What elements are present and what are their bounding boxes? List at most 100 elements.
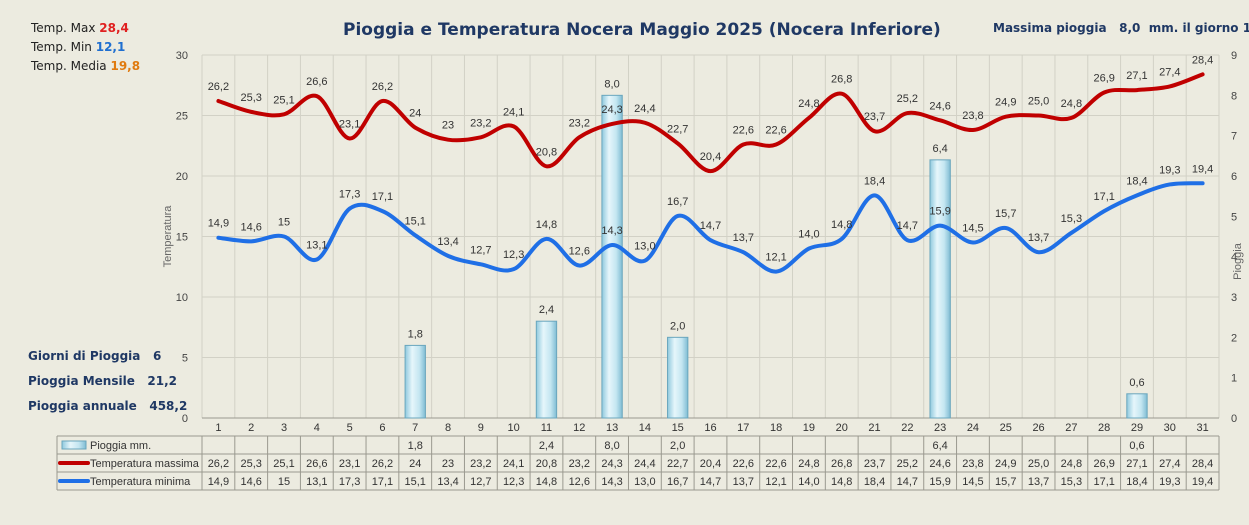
tmax-data-label: 24,9 <box>995 97 1016 109</box>
tmin-data-label: 15,9 <box>929 206 950 218</box>
monthly-rain-value: 21,2 <box>147 374 178 388</box>
tmin-data-label: 13,1 <box>306 239 327 251</box>
tmin-data-label: 19,3 <box>1159 164 1180 176</box>
tmax-data-label: 23,1 <box>339 118 360 130</box>
tmax-data-label: 20,4 <box>700 151 721 163</box>
x-tick-label: 20 <box>836 422 848 434</box>
tmin-data-label: 17,1 <box>372 191 393 203</box>
tmin-data-label: 14,5 <box>962 223 983 235</box>
x-tick-label: 15 <box>672 422 684 434</box>
table-cell: 24,9 <box>995 458 1016 470</box>
bar <box>667 336 689 419</box>
table-cell: 26,9 <box>1093 458 1114 470</box>
y2-axis-title: Pioggia <box>1232 242 1244 280</box>
x-tick-label: 14 <box>639 422 651 434</box>
max-rain-suffix: mm. il giorno 13 <box>1148 21 1249 35</box>
table-cell: 19,3 <box>1159 476 1180 488</box>
x-tick-label: 1 <box>215 422 221 434</box>
tmax-data-label: 26,9 <box>1093 73 1114 85</box>
bar-label: 2,4 <box>539 304 554 316</box>
monthly-rain-label: Pioggia Mensile <box>28 374 135 388</box>
tmax-data-label: 20,8 <box>536 146 557 158</box>
table-cell: 13,7 <box>1028 476 1049 488</box>
table-cell: 24,8 <box>798 458 819 470</box>
table-cell: 14,5 <box>962 476 983 488</box>
y-tick-label: 5 <box>182 353 188 365</box>
table-cell: 13,7 <box>733 476 754 488</box>
tmax-value: 28,4 <box>99 21 129 35</box>
table-cell: 23,7 <box>864 458 885 470</box>
tmin-stat: Temp. Min 12,1 <box>31 40 125 54</box>
tmax-data-label: 23 <box>442 120 454 132</box>
table-cell: 25,3 <box>240 458 261 470</box>
y-tick-label: 25 <box>176 111 188 123</box>
x-tick-label: 24 <box>967 422 979 434</box>
legend-label: Temperatura massima <box>90 458 200 470</box>
tmax-data-label: 22,7 <box>667 123 688 135</box>
table-cell: 27,4 <box>1159 458 1180 470</box>
table-cell: 27,1 <box>1126 458 1147 470</box>
tmin-data-label: 18,4 <box>1126 175 1147 187</box>
y-tick-label: 30 <box>176 50 188 62</box>
rain-days-label: Giorni di Pioggia <box>28 349 141 363</box>
y2-tick-label: 7 <box>1231 131 1237 143</box>
tmax-data-label: 22,6 <box>733 125 754 137</box>
rain-days: Giorni di Pioggia 6 <box>28 349 161 363</box>
tmin-data-label: 14,7 <box>897 220 918 232</box>
tmin-data-label: 13,7 <box>733 232 754 244</box>
rain-days-value: 6 <box>152 349 162 363</box>
table-cell: 6,4 <box>932 440 947 452</box>
tmin-data-label: 17,3 <box>339 189 360 201</box>
annual-rain-value: 458,2 <box>149 399 188 413</box>
bar <box>1126 393 1148 419</box>
tmax-data-label: 25,3 <box>240 92 261 104</box>
tmin-data-label: 14,8 <box>536 219 557 231</box>
monthly-rain: Pioggia Mensile 21,2 <box>28 374 177 388</box>
table-cell: 15,7 <box>995 476 1016 488</box>
x-tick-label: 8 <box>445 422 451 434</box>
table-cell: 26,2 <box>208 458 229 470</box>
table-cell: 12,6 <box>569 476 590 488</box>
y2-tick-label: 4 <box>1231 252 1237 264</box>
y2-tick-label: 0 <box>1231 413 1237 425</box>
table-cell: 14,7 <box>700 476 721 488</box>
y-tick-label: 10 <box>176 292 188 304</box>
tmin-data-label: 14,6 <box>240 221 261 233</box>
table-cell: 18,4 <box>1126 476 1147 488</box>
table-cell: 23,2 <box>569 458 590 470</box>
table-cell: 13,0 <box>634 476 655 488</box>
tmax-data-label: 27,4 <box>1159 66 1180 78</box>
max-rain-value: 8,0 <box>1119 21 1141 35</box>
x-tick-label: 31 <box>1196 422 1208 434</box>
x-tick-label: 6 <box>379 422 385 434</box>
table-cell: 23 <box>442 458 454 470</box>
y-axis-title: Temperatura <box>162 205 174 268</box>
bar <box>535 320 558 419</box>
table-cell: 14,7 <box>897 476 918 488</box>
table-cell: 14,3 <box>601 476 622 488</box>
table-cell: 18,4 <box>864 476 885 488</box>
tmin-data-label: 13,0 <box>634 241 655 253</box>
tmin-label: Temp. Min <box>31 40 92 54</box>
table-cell: 24,6 <box>929 458 950 470</box>
x-tick-label: 17 <box>737 422 749 434</box>
table-cell: 16,7 <box>667 476 688 488</box>
x-tick-label: 13 <box>606 422 618 434</box>
bar <box>929 159 951 419</box>
max-rain-info: Massima pioggia 8,0 mm. il giorno 13 <box>993 21 1249 35</box>
tmax-label: Temp. Max <box>31 21 96 35</box>
tmax-data-label: 24,4 <box>634 103 655 115</box>
x-tick-label: 30 <box>1164 422 1176 434</box>
tmax-data-label: 24,3 <box>601 104 622 116</box>
table-cell: 15 <box>278 476 290 488</box>
x-tick-label: 19 <box>803 422 815 434</box>
table-cell: 24 <box>409 458 421 470</box>
tmin-data-label: 14,0 <box>798 229 819 241</box>
table-cell: 15,3 <box>1061 476 1082 488</box>
tmed-label: Temp. Media <box>31 59 107 73</box>
table-cell: 23,2 <box>470 458 491 470</box>
x-tick-label: 28 <box>1098 422 1110 434</box>
x-tick-label: 26 <box>1032 422 1044 434</box>
y-tick-label: 0 <box>182 413 188 425</box>
tmax-data-label: 28,4 <box>1192 54 1213 66</box>
